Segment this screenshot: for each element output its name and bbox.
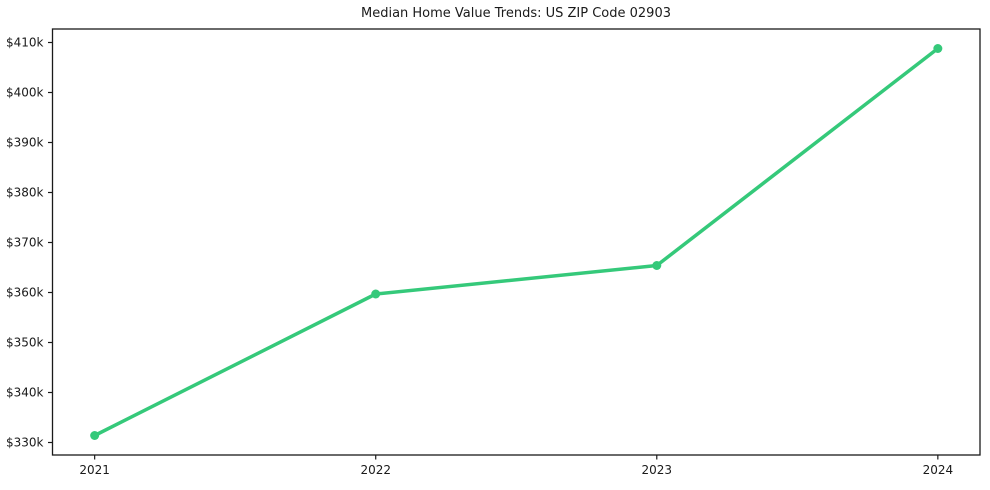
data-line bbox=[92, 46, 940, 438]
y-tick-label: $360k bbox=[6, 286, 44, 300]
chart-title: Median Home Value Trends: US ZIP Code 02… bbox=[360, 6, 671, 21]
x-tick-label: 2022 bbox=[360, 463, 391, 477]
data-point-marker bbox=[371, 289, 381, 299]
y-tick-label: $380k bbox=[6, 186, 44, 200]
data-point-marker bbox=[90, 431, 100, 440]
x-tick-label: 2024 bbox=[923, 463, 954, 477]
y-tick-label: $410k bbox=[6, 36, 44, 50]
data-point-marker bbox=[652, 261, 662, 270]
x-tick-label: 2021 bbox=[79, 463, 110, 477]
y-tick-label: $370k bbox=[6, 236, 44, 250]
data-point-marker bbox=[933, 44, 943, 53]
x-tick-label: 2023 bbox=[642, 463, 673, 477]
y-tick-label: $390k bbox=[6, 136, 44, 150]
plot-frame bbox=[51, 28, 981, 456]
y-tick-label: $330k bbox=[6, 436, 44, 450]
y-tick-label: $340k bbox=[6, 386, 44, 400]
y-tick-label: $400k bbox=[6, 86, 44, 100]
y-tick-label: $350k bbox=[6, 336, 44, 350]
